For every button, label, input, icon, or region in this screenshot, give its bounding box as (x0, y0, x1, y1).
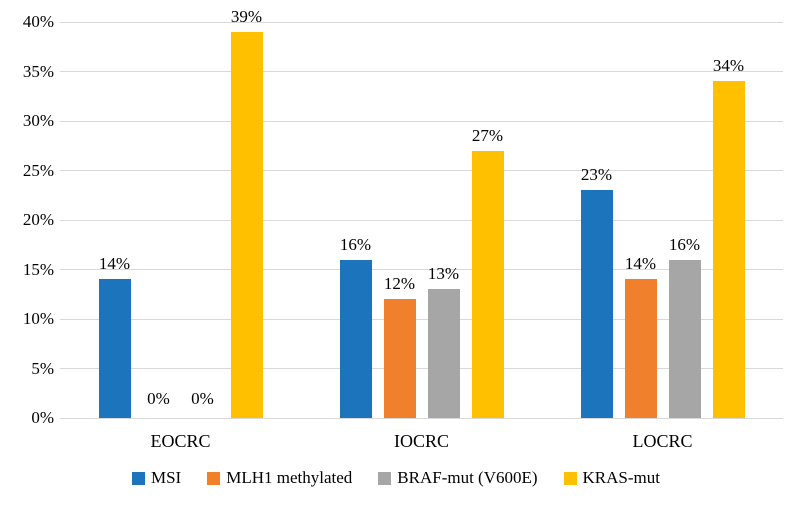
legend-swatch-icon (131, 471, 145, 485)
y-tick-label: 30% (22, 111, 54, 130)
y-tick-label: 20% (22, 210, 54, 229)
gridline (60, 269, 783, 270)
bar-value-label: 34% (712, 56, 745, 76)
gridline (60, 318, 783, 320)
x-category-label-locrc: LOCRC (632, 431, 693, 451)
bar-value-label: 39% (230, 6, 263, 26)
y-tick-label: 15% (22, 259, 54, 279)
legend-label: MLH1 methylated (226, 468, 353, 487)
bar-iocrc-series-0 (339, 259, 372, 418)
legend-item-3: KRAS-mut (563, 468, 660, 488)
bar-value-label: 0% (147, 389, 170, 408)
y-tick-label: 0% (31, 408, 54, 427)
bar-value-label: 27% (471, 125, 504, 145)
bar-iocrc-series-1 (383, 299, 416, 418)
bar-iocrc-series-2 (427, 289, 460, 418)
bar-value-label: 23% (580, 165, 613, 185)
bar-locrc-series-2 (668, 259, 701, 418)
bar-value-label: 14% (624, 254, 657, 274)
bar-value-label: 16% (668, 234, 701, 254)
y-tick-label: 25% (22, 160, 54, 180)
bar-iocrc-series-3 (471, 150, 504, 418)
legend-label: KRAS-mut (582, 468, 660, 487)
gridline (60, 417, 783, 419)
gridline (60, 368, 783, 369)
bar-eocrc-series-0 (98, 279, 131, 418)
legend-item-0: MSI (131, 468, 182, 488)
y-tick-label: 10% (22, 309, 54, 328)
gridline (60, 219, 783, 221)
x-category-label-iocrc: IOCRC (393, 431, 449, 451)
gridline (60, 170, 783, 171)
bar-value-label: 0% (191, 389, 214, 408)
y-tick-label: 5% (31, 358, 54, 378)
bar-value-label: 12% (383, 274, 416, 294)
bar-value-label: 14% (98, 254, 131, 274)
bar-value-label: 16% (339, 234, 372, 254)
x-category-label-eocrc: EOCRC (150, 431, 211, 451)
chart-legend: MSI MLH1 methylated BRAF-mut (V600E) KRAS-m… (0, 468, 792, 488)
gridline (60, 21, 783, 23)
bar-locrc-series-0 (580, 190, 613, 418)
gridline (60, 71, 783, 72)
legend-label: BRAF-mut (V600E) (397, 468, 538, 487)
bar-eocrc-series-3 (230, 31, 263, 418)
bar-locrc-series-1 (624, 279, 657, 418)
legend-swatch-icon (207, 471, 221, 485)
legend-item-2: BRAF-mut (V600E) (378, 468, 538, 488)
bar-locrc-series-3 (712, 81, 745, 418)
y-tick-label: 35% (22, 61, 54, 81)
legend-item-1: MLH1 methylated (207, 468, 352, 488)
y-tick-label: 40% (22, 12, 54, 31)
legend-swatch-icon (378, 471, 392, 485)
gridline (60, 120, 783, 122)
legend-label: MSI (150, 468, 182, 487)
bar-value-label: 13% (427, 264, 460, 284)
legend-swatch-icon (563, 471, 577, 485)
